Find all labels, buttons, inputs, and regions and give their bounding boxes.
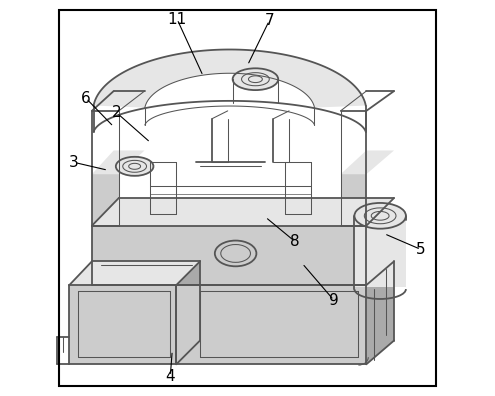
Text: 4: 4 bbox=[165, 369, 175, 384]
Text: 3: 3 bbox=[69, 155, 79, 170]
Ellipse shape bbox=[116, 157, 153, 176]
Polygon shape bbox=[94, 50, 366, 108]
Polygon shape bbox=[69, 261, 200, 285]
Text: 7: 7 bbox=[264, 13, 274, 28]
Polygon shape bbox=[176, 285, 366, 364]
Polygon shape bbox=[341, 174, 366, 226]
Polygon shape bbox=[92, 226, 366, 285]
Text: 6: 6 bbox=[81, 91, 91, 106]
Text: 8: 8 bbox=[290, 234, 300, 249]
Polygon shape bbox=[176, 261, 200, 364]
Ellipse shape bbox=[354, 203, 406, 229]
Polygon shape bbox=[354, 216, 406, 287]
Polygon shape bbox=[341, 150, 394, 174]
Text: 9: 9 bbox=[329, 293, 339, 308]
Polygon shape bbox=[92, 198, 394, 226]
Text: 11: 11 bbox=[167, 11, 187, 27]
Polygon shape bbox=[366, 261, 394, 364]
Text: 2: 2 bbox=[112, 105, 122, 120]
Polygon shape bbox=[92, 174, 119, 226]
Polygon shape bbox=[69, 285, 176, 364]
Text: 5: 5 bbox=[416, 242, 426, 257]
Polygon shape bbox=[92, 150, 145, 174]
Ellipse shape bbox=[233, 69, 278, 90]
